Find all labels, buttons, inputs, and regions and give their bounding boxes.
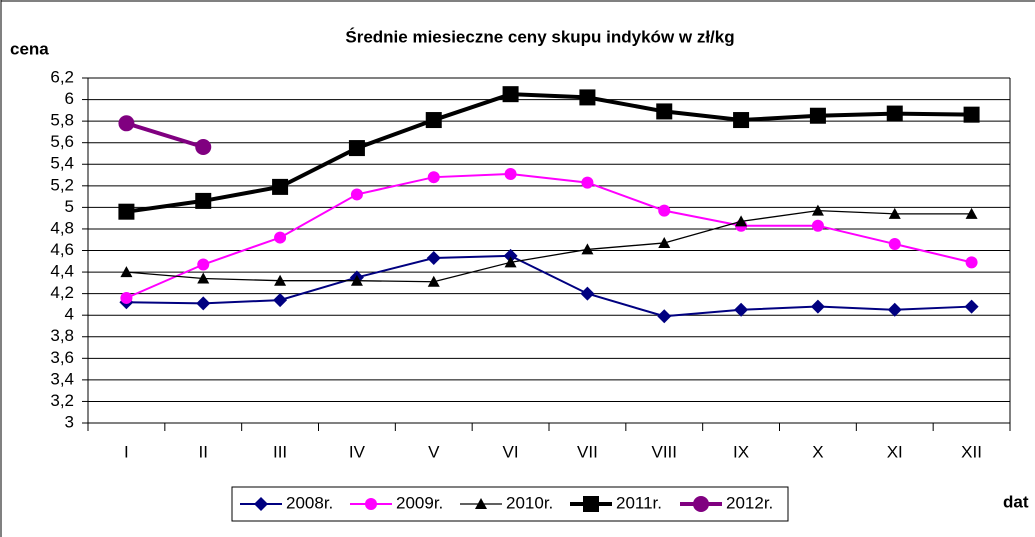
legend-label: 2012r. (726, 493, 773, 512)
marker (581, 176, 594, 189)
x-tick-label: X (812, 442, 823, 461)
marker (887, 302, 902, 317)
x-axis-label: dat (1003, 492, 1029, 511)
marker (503, 248, 518, 263)
marker (809, 107, 826, 124)
y-tick-label: 3,6 (50, 348, 74, 367)
marker (195, 139, 212, 155)
marker (195, 192, 212, 209)
y-tick-label: 4,2 (50, 283, 74, 302)
marker (886, 105, 903, 122)
x-tick-label: V (428, 442, 440, 461)
x-tick-label: VII (577, 442, 598, 461)
x-tick-label: II (199, 442, 208, 461)
marker (963, 106, 980, 123)
marker (658, 236, 671, 248)
marker (811, 204, 824, 216)
marker (274, 231, 287, 244)
legend-marker (583, 496, 599, 512)
marker (196, 296, 211, 311)
y-tick-label: 5 (65, 197, 74, 216)
marker (272, 178, 289, 195)
marker (965, 207, 978, 219)
marker (118, 203, 135, 220)
series-line (126, 92, 972, 214)
marker (426, 251, 441, 266)
marker (658, 204, 671, 217)
marker (348, 140, 365, 157)
legend-marker (254, 497, 268, 511)
marker (965, 256, 978, 269)
y-tick-label: 5,8 (50, 111, 74, 130)
legend-marker (475, 498, 487, 509)
marker (581, 243, 594, 255)
y-tick-label: 3 (65, 412, 74, 431)
y-tick-label: 5,6 (50, 132, 74, 151)
y-axis-label: cena (10, 39, 49, 58)
marker (427, 171, 440, 184)
y-tick-label: 3,4 (50, 369, 74, 388)
marker (734, 302, 749, 317)
legend-label: 2011r. (616, 493, 662, 512)
series-line (125, 121, 204, 149)
y-tick-label: 4,8 (50, 218, 74, 237)
marker (197, 272, 210, 284)
marker (888, 207, 901, 219)
marker (425, 112, 442, 129)
series-line (126, 209, 972, 283)
marker (811, 219, 824, 232)
x-tick-label: III (273, 442, 287, 461)
legend-label: 2009r. (396, 493, 443, 512)
marker (273, 293, 288, 308)
y-tick-label: 4,4 (50, 262, 74, 281)
marker (120, 266, 133, 278)
marker (735, 215, 748, 227)
marker (888, 238, 901, 251)
marker (118, 115, 135, 132)
marker (656, 103, 673, 120)
y-tick-label: 3,2 (50, 391, 74, 410)
y-tick-label: 3,8 (50, 326, 74, 345)
x-tick-label: IX (733, 442, 749, 461)
x-tick-label: VI (503, 442, 519, 461)
x-tick-label: XII (961, 442, 982, 461)
marker (427, 275, 440, 287)
y-tick-label: 5,4 (50, 154, 74, 173)
marker (350, 188, 363, 201)
y-tick-label: 4 (65, 305, 74, 324)
x-tick-label: I (124, 442, 129, 461)
legend-label: 2010r. (506, 493, 553, 512)
marker (504, 167, 517, 180)
marker (350, 274, 363, 286)
chart-title: Średnie miesieczne ceny skupu indyków w … (345, 27, 734, 46)
marker (274, 274, 287, 286)
x-tick-label: IV (349, 442, 366, 461)
x-tick-label: VIII (651, 442, 677, 461)
x-tick-label: XI (887, 442, 903, 461)
marker (504, 256, 517, 268)
marker (733, 112, 750, 129)
y-tick-label: 4,6 (50, 240, 74, 259)
legend-label: 2008r. (286, 493, 333, 512)
marker (579, 89, 596, 106)
series-line (126, 172, 972, 299)
series-line (126, 254, 972, 318)
legend-marker (693, 496, 709, 512)
marker (197, 258, 210, 271)
marker (502, 86, 519, 103)
y-tick-label: 5,2 (50, 175, 74, 194)
y-tick-label: 6,2 (50, 67, 74, 86)
legend-marker (365, 498, 377, 510)
marker (964, 299, 979, 314)
marker (120, 291, 133, 304)
marker (657, 309, 672, 324)
y-tick-label: 6 (65, 89, 74, 108)
marker (580, 286, 595, 301)
marker (810, 299, 825, 314)
